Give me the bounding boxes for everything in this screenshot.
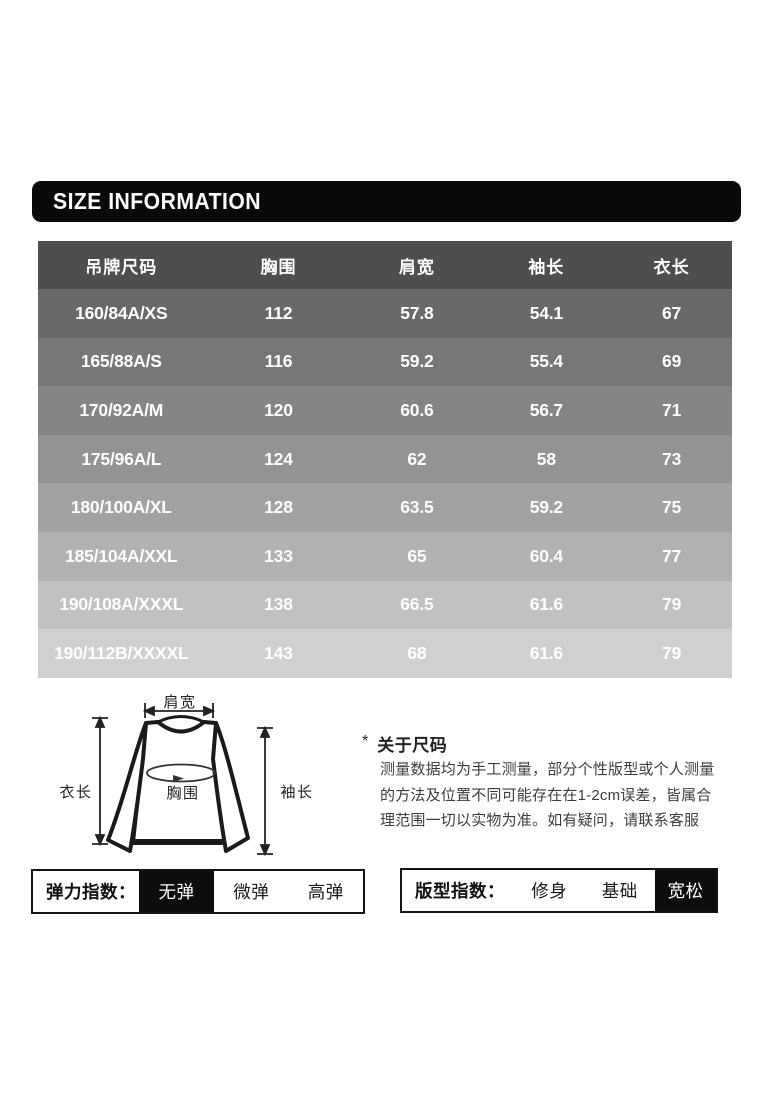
garment-length-label: 衣长 (59, 784, 93, 801)
table-row: 175/96A/L 124 62 58 73 (38, 434, 732, 484)
table-cell: 67 (662, 302, 682, 323)
table-cell: 55.4 (529, 351, 563, 372)
table-cell: 175/96A/L (81, 448, 162, 469)
garment-length-arrow (92, 715, 108, 847)
table-cell: 120 (264, 399, 293, 420)
chest-label: 胸围 (166, 785, 200, 802)
table-cell: 185/104A/XXL (65, 545, 178, 566)
elasticity-option-2: 微弹 (233, 882, 270, 902)
table-cell: 59.2 (400, 351, 434, 372)
elasticity-index-label: 弹力指数： (46, 882, 136, 902)
column-header: 袖长 (528, 257, 565, 277)
table-cell: 54.1 (529, 302, 563, 323)
sweater-illustration (92, 703, 273, 857)
fit-option-1: 修身 (531, 881, 568, 901)
size-table: 吊牌尺码 胸围 肩宽 袖长 衣长 160/84A/XS 112 57.8 54.1 67 165/… (38, 241, 732, 678)
table-cell: 65 (407, 545, 427, 566)
table-cell: 68 (407, 642, 427, 663)
fit-option-3: 宽松 (655, 870, 716, 911)
table-cell: 190/108A/XXXL (59, 594, 184, 615)
chest-measure-ellipse (146, 763, 216, 783)
page-title: SIZE INFORMATION (53, 188, 261, 214)
column-header: 胸围 (260, 257, 297, 277)
table-cell: 69 (662, 351, 682, 372)
table-row: 180/100A/XL 128 63.5 59.2 75 (38, 483, 732, 532)
size-table-body: 160/84A/XS 112 57.8 54.1 67 165/88A/S 116 59.2 5… (38, 289, 732, 678)
shoulder-width-arrow (142, 703, 216, 718)
table-cell: 190/112B/XXXXL (54, 642, 189, 663)
table-cell: 60.4 (529, 545, 563, 566)
size-note-title: * 关于尺码 (362, 731, 447, 756)
table-cell: 180/100A/XL (70, 497, 172, 518)
table-cell: 143 (264, 642, 293, 663)
section-title-bar: SIZE INFORMATION (32, 181, 741, 222)
column-header: 肩宽 (398, 257, 435, 277)
table-cell: 77 (662, 545, 682, 566)
table-cell: 61.6 (529, 642, 563, 663)
table-cell: 63.5 (400, 497, 434, 518)
table-row: 160/84A/XS 112 57.8 54.1 67 (38, 289, 732, 338)
table-cell: 62 (407, 448, 427, 469)
shoulder-width-label: 肩宽 (163, 694, 197, 711)
table-cell: 56.7 (529, 399, 563, 420)
table-row: 185/104A/XXL 133 65 60.4 77 (38, 531, 732, 581)
size-note-body: 测量数据均为手工测量，部分个性版型或个人测量 的方法及位置不同可能存在在1-2c… (380, 761, 715, 829)
elasticity-option-1: 无弹 (139, 871, 214, 912)
table-cell: 128 (264, 497, 293, 518)
fit-option-2: 基础 (601, 881, 638, 901)
elasticity-option-3: 高弹 (307, 882, 344, 902)
table-cell: 124 (264, 448, 293, 469)
table-cell: 160/84A/XS (75, 302, 168, 323)
table-row: 165/88A/S 116 59.2 55.4 69 (38, 337, 732, 387)
asterisk-marker: * (362, 733, 369, 750)
sleeve-length-arrow (257, 725, 273, 857)
table-cell: 59.2 (529, 497, 563, 518)
table-cell: 165/88A/S (80, 351, 162, 372)
table-cell: 57.8 (400, 302, 434, 323)
table-cell: 58 (536, 448, 556, 469)
elasticity-index-box: 弹力指数： 无弹 微弹 高弹 (31, 869, 365, 914)
table-cell: 71 (662, 399, 682, 420)
table-cell: 138 (264, 594, 293, 615)
fit-index-box: 版型指数： 修身 基础 宽松 (400, 868, 718, 913)
table-cell: 79 (662, 594, 682, 615)
sleeve-length-label: 袖长 (280, 784, 314, 801)
table-cell: 170/92A/M (79, 399, 164, 420)
table-row: 190/108A/XXXL 138 66.5 61.6 79 (38, 580, 732, 630)
column-header: 吊牌尺码 (85, 257, 158, 277)
note-title-text: 关于尺码 (377, 736, 448, 755)
size-table-header: 吊牌尺码 胸围 肩宽 袖长 衣长 (38, 241, 732, 289)
table-row: 190/112B/XXXXL 143 68 61.6 79 (38, 629, 732, 678)
table-cell: 60.6 (400, 399, 434, 420)
table-cell: 112 (264, 302, 293, 323)
table-cell: 133 (264, 545, 293, 566)
table-cell: 66.5 (400, 594, 434, 615)
fit-index-label: 版型指数： (415, 881, 505, 901)
table-cell: 116 (264, 351, 293, 372)
table-row: 170/92A/M 120 60.6 56.7 71 (38, 386, 732, 435)
table-cell: 79 (662, 642, 682, 663)
column-header: 衣长 (653, 257, 690, 277)
table-cell: 61.6 (529, 594, 563, 615)
table-cell: 75 (662, 497, 682, 518)
table-cell: 73 (662, 448, 682, 469)
